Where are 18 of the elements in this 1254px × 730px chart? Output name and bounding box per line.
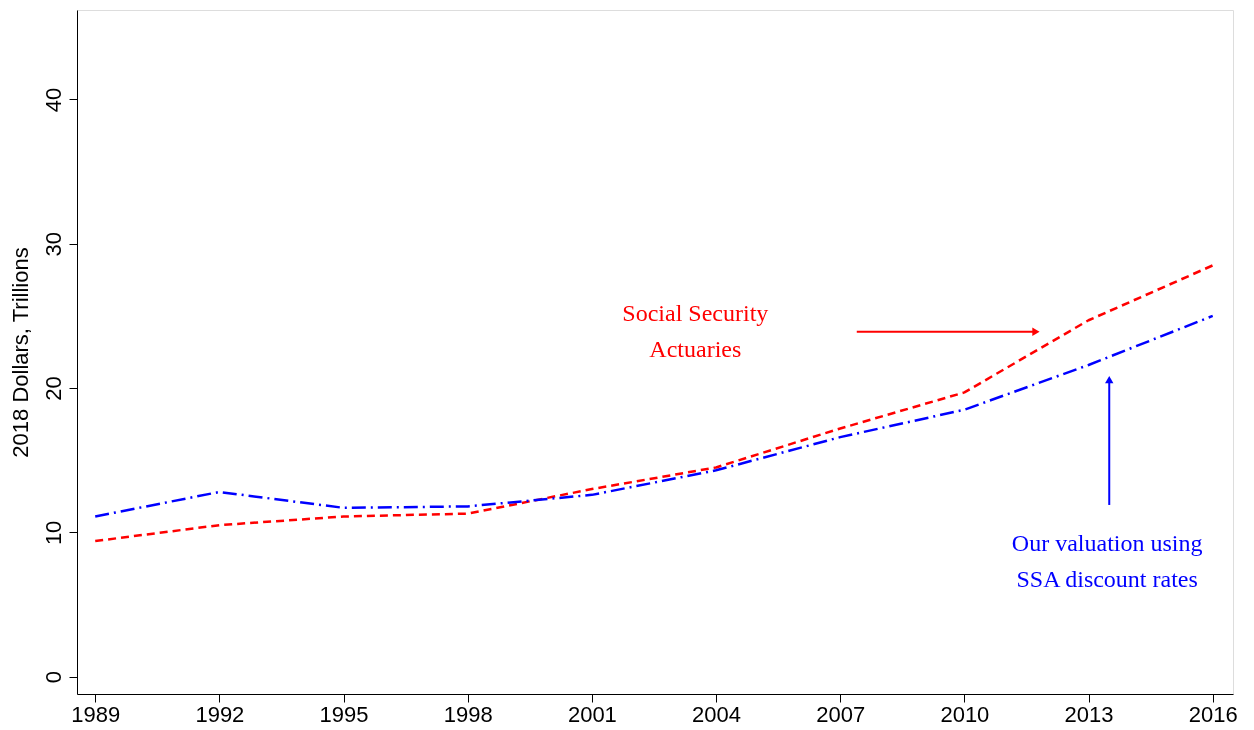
x-tick-label: 1995: [319, 701, 369, 727]
y-tick-label: 0: [40, 671, 66, 684]
y-tick-label: 30: [40, 232, 66, 257]
x-tick-label: 2010: [940, 701, 990, 727]
text: Social Security Actuaries: [622, 300, 769, 363]
y-tick-label: 10: [40, 520, 66, 546]
y-tick-label: 40: [40, 87, 66, 113]
text: Our valuation using SSA discount rates: [1011, 529, 1203, 592]
y-axis-title: 2018 Dollars, Trillions: [7, 247, 33, 458]
x-tick-label: 2001: [567, 701, 617, 727]
x-tick-label: 1989: [71, 701, 121, 727]
x-tick-label: 2004: [692, 701, 742, 727]
x-tick-label: 2007: [816, 701, 866, 727]
x-tick-label: 2016: [1188, 701, 1238, 727]
x-tick-label: 1992: [195, 701, 245, 727]
y-tick-label: 20: [40, 376, 66, 401]
x-tick-label: 2013: [1064, 701, 1114, 727]
x-tick-label: 1998: [443, 701, 493, 727]
